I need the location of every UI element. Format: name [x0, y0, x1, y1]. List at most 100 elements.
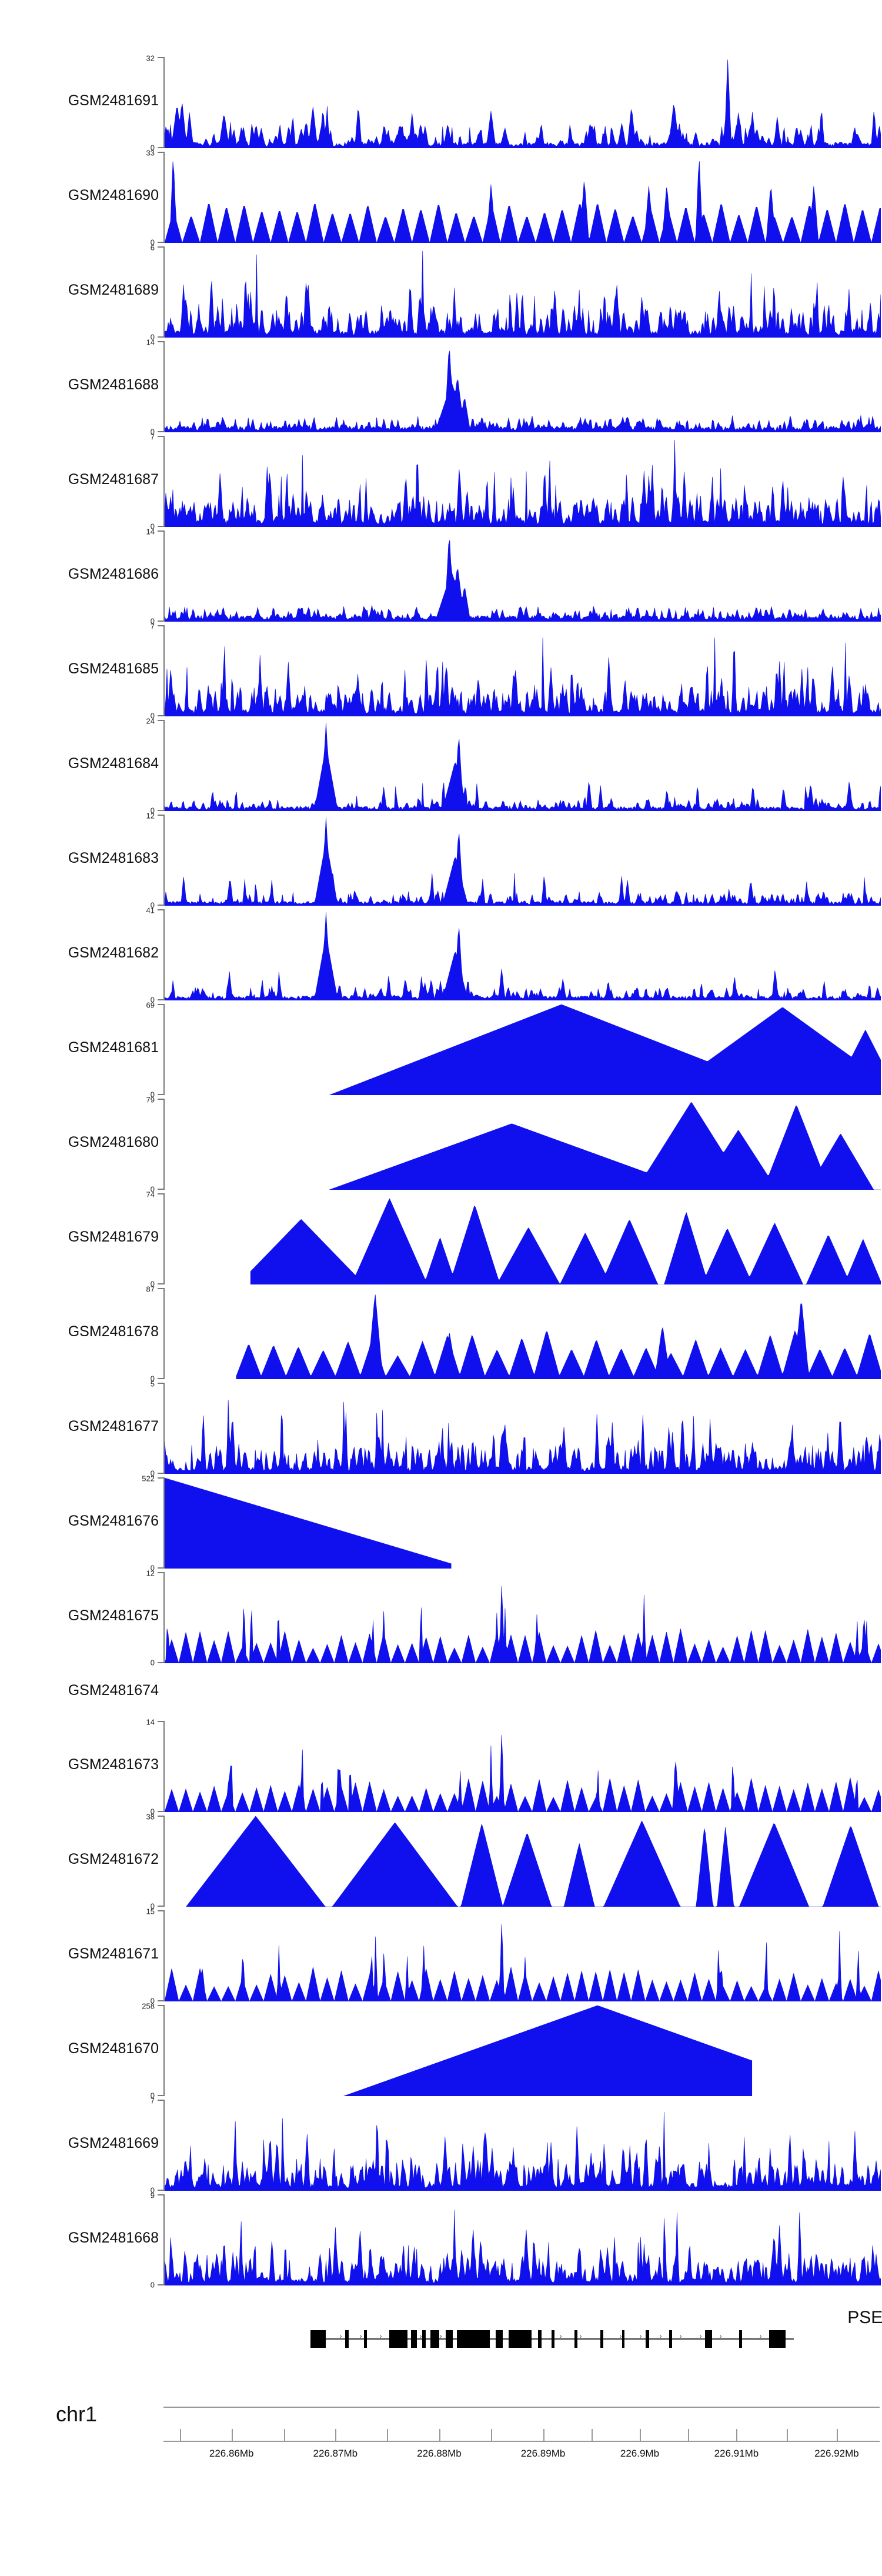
track-data-area[interactable]: [165, 1383, 881, 1474]
signal-plot: [343, 2005, 753, 2096]
track-data-area[interactable]: [165, 720, 881, 811]
track-data-area[interactable]: [165, 1816, 881, 1907]
track-gsm2481684[interactable]: GSM2481684 24 0: [0, 716, 882, 815]
gene-exon[interactable]: [310, 2330, 326, 2348]
track-data-area[interactable]: [165, 341, 881, 432]
track-data-area[interactable]: [165, 1477, 881, 1569]
gene-exon[interactable]: [389, 2330, 408, 2348]
axis-tick-min: 0: [151, 807, 163, 815]
axis-min-label: 0: [150, 1469, 155, 1478]
track-gsm2481685[interactable]: GSM2481685 7 0: [0, 623, 882, 720]
track-gsm2481691[interactable]: GSM2481691 32 0: [0, 55, 882, 152]
track-data-area[interactable]: [165, 2005, 881, 2096]
track-gsm2481688[interactable]: GSM2481688 14 0: [0, 339, 882, 436]
axis-tick-max: 7: [151, 623, 163, 630]
track-data-area[interactable]: [165, 909, 881, 1000]
gene-exon[interactable]: [496, 2330, 503, 2348]
axis-max-label: 79: [146, 1095, 155, 1105]
gene-exon[interactable]: [574, 2330, 577, 2348]
track-axis: 33 0: [146, 149, 882, 246]
track-gsm2481689[interactable]: GSM2481689 6 0: [0, 244, 882, 341]
track-gsm2481674[interactable]: GSM2481674: [0, 1667, 882, 1717]
track-data-area[interactable]: [165, 152, 881, 243]
gene-exon[interactable]: [645, 2330, 649, 2348]
axis-max-label: 24: [146, 716, 155, 726]
track-gsm2481668[interactable]: GSM2481668 9 0: [0, 2192, 882, 2289]
gene-exon[interactable]: [411, 2330, 417, 2348]
gene-exon[interactable]: [552, 2330, 554, 2348]
gene-exon[interactable]: [345, 2330, 349, 2348]
track-gsm2481681[interactable]: GSM2481681 69 0: [0, 1002, 882, 1099]
track-gsm2481679[interactable]: GSM2481679 74 0: [0, 1191, 882, 1288]
track-data-area[interactable]: [165, 57, 881, 148]
track-gsm2481687[interactable]: GSM2481687 7 0: [0, 433, 882, 530]
track-data-area[interactable]: [165, 1193, 881, 1284]
gene-exon[interactable]: [364, 2330, 367, 2348]
axis-line: [163, 436, 165, 527]
gene-exon[interactable]: [769, 2330, 786, 2348]
track-data-area[interactable]: [165, 530, 881, 622]
track-gsm2481678[interactable]: GSM2481678 87 0: [0, 1284, 882, 1383]
axis-min-label: 0: [150, 2280, 155, 2290]
axis-min-label: 0: [150, 2185, 155, 2195]
track-gsm2481686[interactable]: GSM2481686 14 0: [0, 528, 882, 625]
track-axis: 12 0: [146, 812, 882, 909]
axis-tick-max: 41: [146, 907, 163, 915]
axis-min-label: 0: [150, 1090, 155, 1099]
track-gsm2481677[interactable]: GSM2481677 5 0: [0, 1380, 882, 1478]
gene-exon[interactable]: [704, 2330, 712, 2348]
track-data-area[interactable]: [165, 246, 881, 338]
axis-line: [163, 1383, 165, 1474]
track-data-area[interactable]: [165, 1099, 881, 1190]
gene-exon[interactable]: [509, 2330, 532, 2348]
gene-exon[interactable]: [600, 2330, 603, 2348]
track-gsm2481669[interactable]: GSM2481669 7 0: [0, 2097, 882, 2195]
coordinate-label: 226.89Mb: [520, 2448, 566, 2459]
track-gsm2481675[interactable]: GSM2481675 12 0: [0, 1570, 882, 1667]
gene-exon[interactable]: [739, 2330, 743, 2348]
axis-line: [163, 2005, 165, 2096]
track-gsm2481682[interactable]: GSM2481682 41 0: [0, 907, 882, 1004]
axis-tick-max: 14: [146, 528, 163, 536]
track-data-area[interactable]: [165, 1004, 881, 1095]
gene-exon[interactable]: [457, 2330, 490, 2348]
strand-arrow-icon: ›: [419, 2333, 422, 2340]
track-gsm2481676[interactable]: GSM2481676 522 0: [0, 1475, 882, 1572]
gene-exon[interactable]: [445, 2330, 453, 2348]
coordinate-ruler: [163, 2407, 880, 2408]
track-gsm2481672[interactable]: GSM2481672 38 0: [0, 1813, 882, 1910]
track-gsm2481670[interactable]: GSM2481670 258 0: [0, 2003, 882, 2100]
track-data-area[interactable]: [165, 2100, 881, 2191]
track-label: GSM2481687: [68, 471, 159, 488]
track-data-area[interactable]: [165, 1288, 881, 1379]
axis-max-label: 87: [146, 1284, 155, 1294]
track-data-area[interactable]: [165, 436, 881, 527]
signal-plot: [165, 440, 881, 527]
track-label: GSM2481672: [68, 1851, 159, 1867]
track-data-area[interactable]: [165, 815, 881, 906]
axis-max-label: 41: [146, 906, 155, 915]
track-data-area[interactable]: [165, 2194, 881, 2285]
gene-exon[interactable]: [538, 2330, 542, 2348]
signal-plot: [329, 1004, 881, 1095]
track-data-area[interactable]: [165, 1721, 881, 1812]
gene-exon[interactable]: [422, 2330, 426, 2348]
track-gsm2481671[interactable]: GSM2481671 15 0: [0, 1908, 882, 2005]
signal-plot: [165, 638, 881, 716]
track-gsm2481680[interactable]: GSM2481680 79 0: [0, 1095, 882, 1193]
signal-plot: [165, 161, 881, 243]
axis-min-label: 0: [150, 1374, 155, 1383]
gene-exon[interactable]: [669, 2330, 672, 2348]
track-gsm2481673[interactable]: GSM2481673 14 0: [0, 1719, 882, 1816]
track-data-area[interactable]: [165, 625, 881, 716]
track-data-area[interactable]: [165, 1910, 881, 2001]
signal-plot: [165, 817, 881, 906]
gene-exon[interactable]: [430, 2330, 439, 2348]
gene-exon[interactable]: [622, 2330, 625, 2348]
track-data-area[interactable]: [165, 1572, 881, 1663]
track-gsm2481683[interactable]: GSM2481683 12 0: [0, 812, 882, 909]
axis-line: [163, 246, 165, 338]
axis-min-label: 0: [150, 900, 155, 910]
axis-tick-max: 14: [146, 339, 163, 346]
track-gsm2481690[interactable]: GSM2481690 33 0: [0, 149, 882, 246]
